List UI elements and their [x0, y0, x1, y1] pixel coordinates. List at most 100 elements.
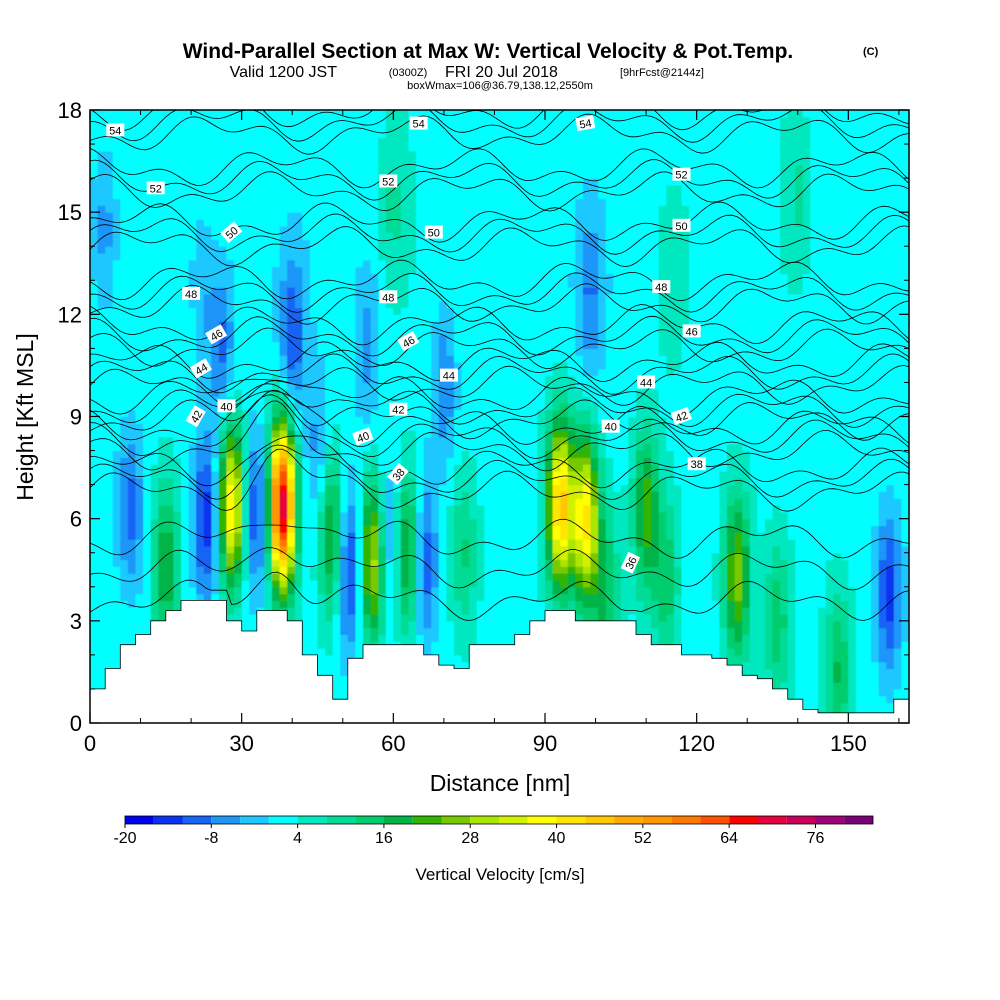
- velocity-cell: [385, 552, 394, 561]
- velocity-cell: [438, 471, 447, 479]
- velocity-cell: [226, 321, 235, 329]
- velocity-cell: [309, 586, 319, 595]
- velocity-cell: [476, 423, 485, 431]
- velocity-cell: [234, 212, 243, 220]
- velocity-cell: [454, 559, 463, 567]
- velocity-cell: [484, 511, 493, 520]
- velocity-cell: [196, 586, 205, 595]
- velocity-cell: [332, 525, 341, 533]
- velocity-cell: [165, 293, 174, 302]
- velocity-cell: [294, 450, 303, 458]
- velocity-cell: [294, 389, 303, 397]
- velocity-cell: [309, 362, 319, 370]
- velocity-cell: [165, 450, 174, 458]
- velocity-cell: [105, 552, 114, 561]
- velocity-cell: [332, 682, 341, 690]
- velocity-cell: [105, 212, 114, 220]
- velocity-cell: [181, 566, 190, 574]
- velocity-cell: [484, 430, 493, 438]
- velocity-cell: [249, 171, 258, 179]
- velocity-cell: [97, 668, 106, 676]
- velocity-cell: [302, 287, 311, 295]
- velocity-cell: [287, 314, 296, 322]
- velocity-cell: [416, 471, 425, 479]
- velocity-cell: [294, 505, 303, 513]
- velocity-cell: [97, 266, 106, 275]
- velocity-cell: [173, 423, 182, 431]
- velocity-cell: [499, 416, 508, 424]
- velocity-cell: [97, 648, 106, 656]
- velocity-cell: [173, 409, 182, 418]
- velocity-cell: [340, 675, 349, 683]
- velocity-cell: [363, 382, 372, 390]
- velocity-cell: [370, 423, 379, 431]
- velocity-cell: [196, 314, 205, 322]
- velocity-cell: [196, 130, 205, 138]
- velocity-cell: [302, 511, 311, 520]
- velocity-cell: [143, 620, 152, 629]
- velocity-cell: [211, 457, 220, 465]
- velocity-cell: [484, 402, 493, 411]
- velocity-cell: [332, 688, 341, 697]
- velocity-cell: [355, 552, 364, 561]
- velocity-cell: [461, 409, 470, 418]
- velocity-cell: [165, 566, 174, 574]
- velocity-cell: [309, 491, 319, 499]
- velocity-cell: [340, 171, 349, 179]
- velocity-cell: [469, 525, 478, 533]
- velocity-cell: [272, 580, 281, 588]
- velocity-cell: [256, 423, 265, 431]
- velocity-cell: [476, 402, 485, 411]
- velocity-cell: [438, 232, 447, 240]
- velocity-cell: [325, 498, 334, 506]
- velocity-cell: [446, 491, 455, 499]
- velocity-cell: [272, 498, 281, 506]
- velocity-cell: [264, 321, 273, 329]
- velocity-cell: [469, 246, 478, 254]
- velocity-cell: [393, 634, 402, 642]
- velocity-cell: [241, 566, 250, 574]
- velocity-cell: [272, 205, 281, 213]
- velocity-cell: [423, 191, 432, 200]
- velocity-cell: [355, 273, 364, 281]
- velocity-cell: [90, 130, 99, 138]
- velocity-cell: [234, 130, 243, 138]
- velocity-cell: [112, 511, 121, 520]
- velocity-cell: [234, 443, 243, 452]
- velocity-cell: [431, 505, 440, 513]
- velocity-cell: [347, 484, 356, 492]
- velocity-cell: [446, 307, 455, 315]
- velocity-cell: [272, 573, 281, 581]
- velocity-cell: [446, 355, 455, 363]
- velocity-cell: [355, 225, 364, 234]
- velocity-cell: [446, 232, 455, 240]
- velocity-cell: [120, 505, 129, 513]
- velocity-cell: [491, 532, 501, 540]
- velocity-cell: [218, 382, 228, 390]
- velocity-cell: [158, 157, 167, 166]
- velocity-cell: [249, 246, 258, 254]
- velocity-cell: [158, 607, 167, 615]
- velocity-cell: [143, 409, 152, 418]
- velocity-cell: [158, 171, 167, 179]
- velocity-cell: [150, 532, 159, 540]
- velocity-cell: [476, 328, 485, 336]
- velocity-cell: [158, 464, 167, 472]
- velocity-cell: [234, 355, 243, 363]
- velocity-cell: [188, 259, 197, 268]
- velocity-cell: [431, 402, 440, 411]
- velocity-cell: [317, 614, 326, 622]
- velocity-cell: [454, 443, 463, 452]
- velocity-cell: [264, 593, 273, 601]
- velocity-cell: [226, 314, 235, 322]
- velocity-cell: [499, 471, 508, 479]
- velocity-cell: [309, 225, 319, 234]
- velocity-cell: [446, 464, 455, 472]
- velocity-cell: [249, 545, 258, 554]
- velocity-cell: [97, 634, 106, 642]
- velocity-cell: [143, 307, 152, 315]
- velocity-cell: [438, 259, 447, 268]
- velocity-cell: [347, 491, 356, 499]
- velocity-cell: [499, 464, 508, 472]
- velocity-cell: [302, 266, 311, 275]
